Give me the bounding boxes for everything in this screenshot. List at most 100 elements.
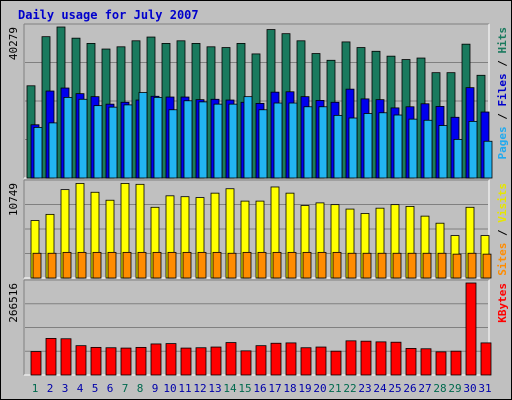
bar-sites (392, 252, 402, 279)
bar-sites (332, 251, 342, 279)
x-tick-label: 18 (283, 382, 296, 395)
bar-kbytes (225, 342, 237, 376)
x-tick-label: 14 (223, 382, 237, 395)
bar-sites (152, 251, 162, 279)
bar-pages (108, 106, 118, 179)
legend-entry: / (496, 223, 509, 243)
bar-pages (153, 96, 163, 179)
x-tick-label: 8 (137, 382, 144, 395)
bar-kbytes (450, 350, 462, 376)
bar-sites (107, 251, 117, 279)
bar-sites (317, 251, 327, 279)
bar-sites (452, 253, 462, 279)
bar-sites (377, 252, 387, 279)
legend-entry: Sites (496, 243, 509, 276)
bar-kbytes (150, 343, 162, 376)
bar-sites (242, 251, 252, 279)
bar-kbytes (435, 351, 447, 376)
x-tick-label: 30 (463, 382, 476, 395)
bar-kbytes (480, 342, 492, 376)
x-tick-label: 12 (193, 382, 206, 395)
x-tick-label: 22 (343, 382, 356, 395)
y-max-label: 40279 (7, 27, 20, 60)
x-tick-label: 13 (208, 382, 221, 395)
bar-kbytes (390, 341, 402, 376)
panel-2: 10749 Sites / Visits (7, 179, 509, 279)
x-tick-label: 21 (328, 382, 341, 395)
bar-sites (137, 251, 147, 279)
bar-kbytes (75, 345, 87, 376)
bar-sites (302, 251, 312, 279)
legend-entry: Visits (496, 183, 509, 223)
legend-entry: / (496, 54, 509, 74)
bar-sites (407, 252, 417, 279)
legend-entry: / (496, 107, 509, 127)
panel-1: 40279 Pages / Files / Hits (7, 23, 509, 179)
bar-sites (467, 252, 477, 279)
bar-pages (138, 92, 148, 179)
bar-pages (303, 106, 313, 179)
bar-kbytes (360, 340, 372, 376)
bar-pages (48, 122, 58, 179)
bar-pages (348, 117, 358, 179)
bar-kbytes (285, 342, 297, 376)
y-max-label: 10749 (7, 183, 20, 216)
bar-sites (227, 252, 237, 279)
bar-sites (62, 251, 72, 279)
bar-pages (93, 105, 103, 179)
legend: Pages / Files / Hits (496, 27, 509, 160)
bar-kbytes (30, 351, 42, 376)
x-tick-label: 27 (418, 382, 431, 395)
x-tick-label: 28 (433, 382, 446, 395)
bar-sites (197, 251, 207, 279)
x-tick-label: 1 (32, 382, 39, 395)
bar-kbytes (195, 347, 207, 376)
x-tick-label: 17 (268, 382, 281, 395)
x-tick-label: 2 (47, 382, 54, 395)
bar-pages (168, 109, 178, 179)
x-tick-label: 15 (238, 382, 251, 395)
bar-sites (422, 252, 432, 279)
legend-entry: Files (496, 73, 509, 106)
bar-sites (212, 251, 222, 279)
bar-kbytes (330, 350, 342, 376)
bar-kbytes (165, 343, 177, 376)
legend-entry: Hits (496, 27, 509, 54)
bar-kbytes (420, 348, 432, 376)
x-tick-label: 6 (107, 382, 114, 395)
x-tick-label: 4 (77, 382, 84, 395)
series-pages (33, 92, 493, 179)
x-tick-label: 24 (373, 382, 387, 395)
x-tick-label: 5 (92, 382, 99, 395)
bar-kbytes (255, 345, 267, 376)
bar-kbytes (120, 347, 132, 376)
bar-pages (393, 114, 403, 179)
bar-kbytes (345, 340, 357, 376)
bar-pages (78, 98, 88, 179)
x-tick-label: 25 (388, 382, 401, 395)
x-tick-label: 11 (178, 382, 191, 395)
bar-sites (47, 252, 57, 279)
x-tick-label: 16 (253, 382, 266, 395)
bar-pages (333, 114, 343, 179)
bar-kbytes (60, 338, 72, 376)
bar-pages (63, 96, 73, 179)
bar-pages (243, 96, 253, 179)
bar-sites (92, 251, 102, 279)
legend-entry: Pages (496, 126, 509, 159)
panel-3: 266516 KBytes (7, 279, 509, 376)
bar-kbytes (405, 348, 417, 376)
bar-sites (272, 251, 282, 279)
bar-sites (32, 252, 42, 279)
bar-sites (437, 252, 447, 279)
bar-kbytes (240, 350, 252, 376)
bar-sites (287, 251, 297, 279)
bar-kbytes (135, 346, 147, 376)
bar-kbytes (465, 282, 477, 376)
bar-pages (438, 125, 448, 179)
x-tick-label: 9 (152, 382, 159, 395)
bar-pages (288, 102, 298, 179)
bar-pages (273, 102, 283, 179)
x-tick-label: 29 (448, 382, 461, 395)
